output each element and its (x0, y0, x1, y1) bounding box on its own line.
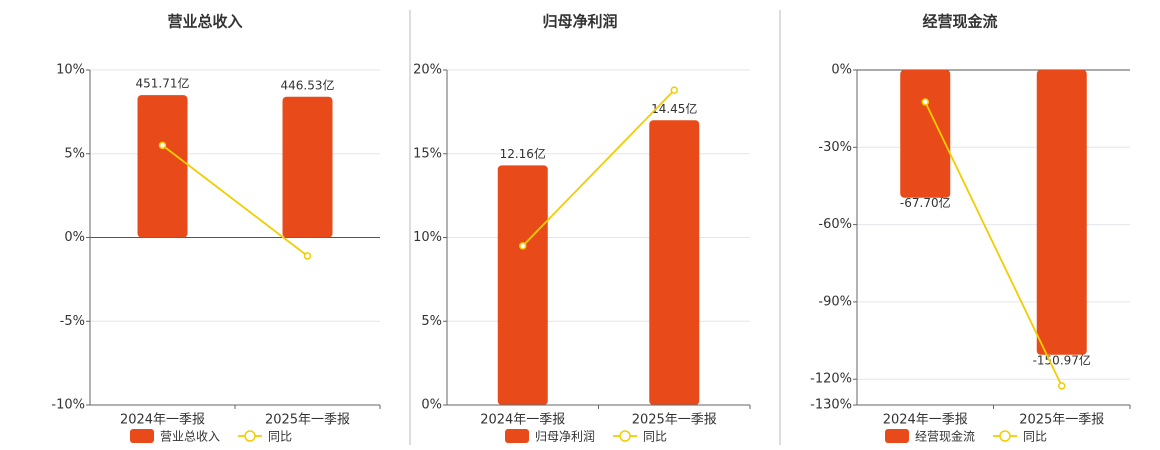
value-label: 14.45亿 (651, 101, 697, 116)
x-tick-label: 2025年一季报 (265, 413, 350, 428)
value-label: -67.70亿 (900, 195, 951, 210)
legend-icon (130, 429, 154, 443)
y-tick-label: 10% (413, 230, 442, 245)
y-tick-label: -30% (818, 140, 852, 155)
legend-label: 归母净利润 (535, 430, 595, 444)
value-label: -150.97亿 (1033, 352, 1091, 367)
chart-title: 营业总收入 (167, 13, 242, 31)
value-label: 446.53亿 (281, 77, 335, 92)
yoy-line (161, 144, 309, 257)
yoy-point (303, 252, 312, 260)
legend-label: 同比 (268, 430, 292, 444)
y-tick-label: 0% (421, 398, 442, 413)
chart-title: 归母净利润 (542, 13, 617, 31)
y-tick-label: -120% (810, 372, 852, 387)
value-label: 451.71亿 (136, 76, 190, 91)
legend-label: 营业总收入 (160, 430, 220, 444)
legend-icon (505, 429, 529, 443)
value-label: 12.16亿 (500, 146, 546, 161)
bar (282, 96, 333, 238)
legend-label: 同比 (643, 430, 667, 444)
yoy-point (519, 242, 527, 250)
yoy-point (921, 98, 929, 106)
legend-icon (619, 430, 631, 442)
legend-icon (244, 430, 256, 442)
x-tick-label: 2024年一季报 (883, 413, 968, 428)
chart-title: 经营现金流 (922, 13, 997, 31)
y-tick-label: 0% (64, 230, 85, 245)
y-tick-label: -60% (818, 217, 852, 232)
x-tick-label: 2024年一季报 (480, 413, 565, 428)
x-tick-label: 2025年一季报 (1019, 413, 1104, 428)
bar (137, 95, 188, 238)
yoy-line (522, 89, 675, 247)
y-tick-label: 5% (64, 146, 85, 161)
y-tick-label: 10% (56, 63, 85, 78)
legend-label: 同比 (1023, 430, 1047, 444)
y-tick-label: 20% (413, 63, 442, 78)
x-tick-label: 2025年一季报 (632, 413, 717, 428)
x-tick-label: 2024年一季报 (120, 413, 205, 428)
y-tick-label: 15% (413, 146, 442, 161)
y-tick-label: -130% (810, 398, 852, 413)
y-tick-label: -90% (818, 294, 852, 309)
y-tick-label: -10% (51, 398, 85, 413)
bar (649, 120, 700, 405)
bar (1036, 70, 1087, 355)
y-tick-label: 0% (831, 63, 852, 78)
yoy-point (670, 86, 678, 94)
yoy-point (1058, 382, 1066, 390)
y-tick-label: -5% (60, 314, 85, 329)
bar (900, 70, 951, 198)
y-tick-label: 5% (421, 314, 442, 329)
legend-icon (885, 429, 909, 443)
legend-label: 经营现金流 (915, 429, 975, 444)
yoy-line (924, 101, 1063, 387)
yoy-point (158, 141, 167, 150)
bar (497, 165, 548, 405)
legend-icon (999, 430, 1011, 442)
